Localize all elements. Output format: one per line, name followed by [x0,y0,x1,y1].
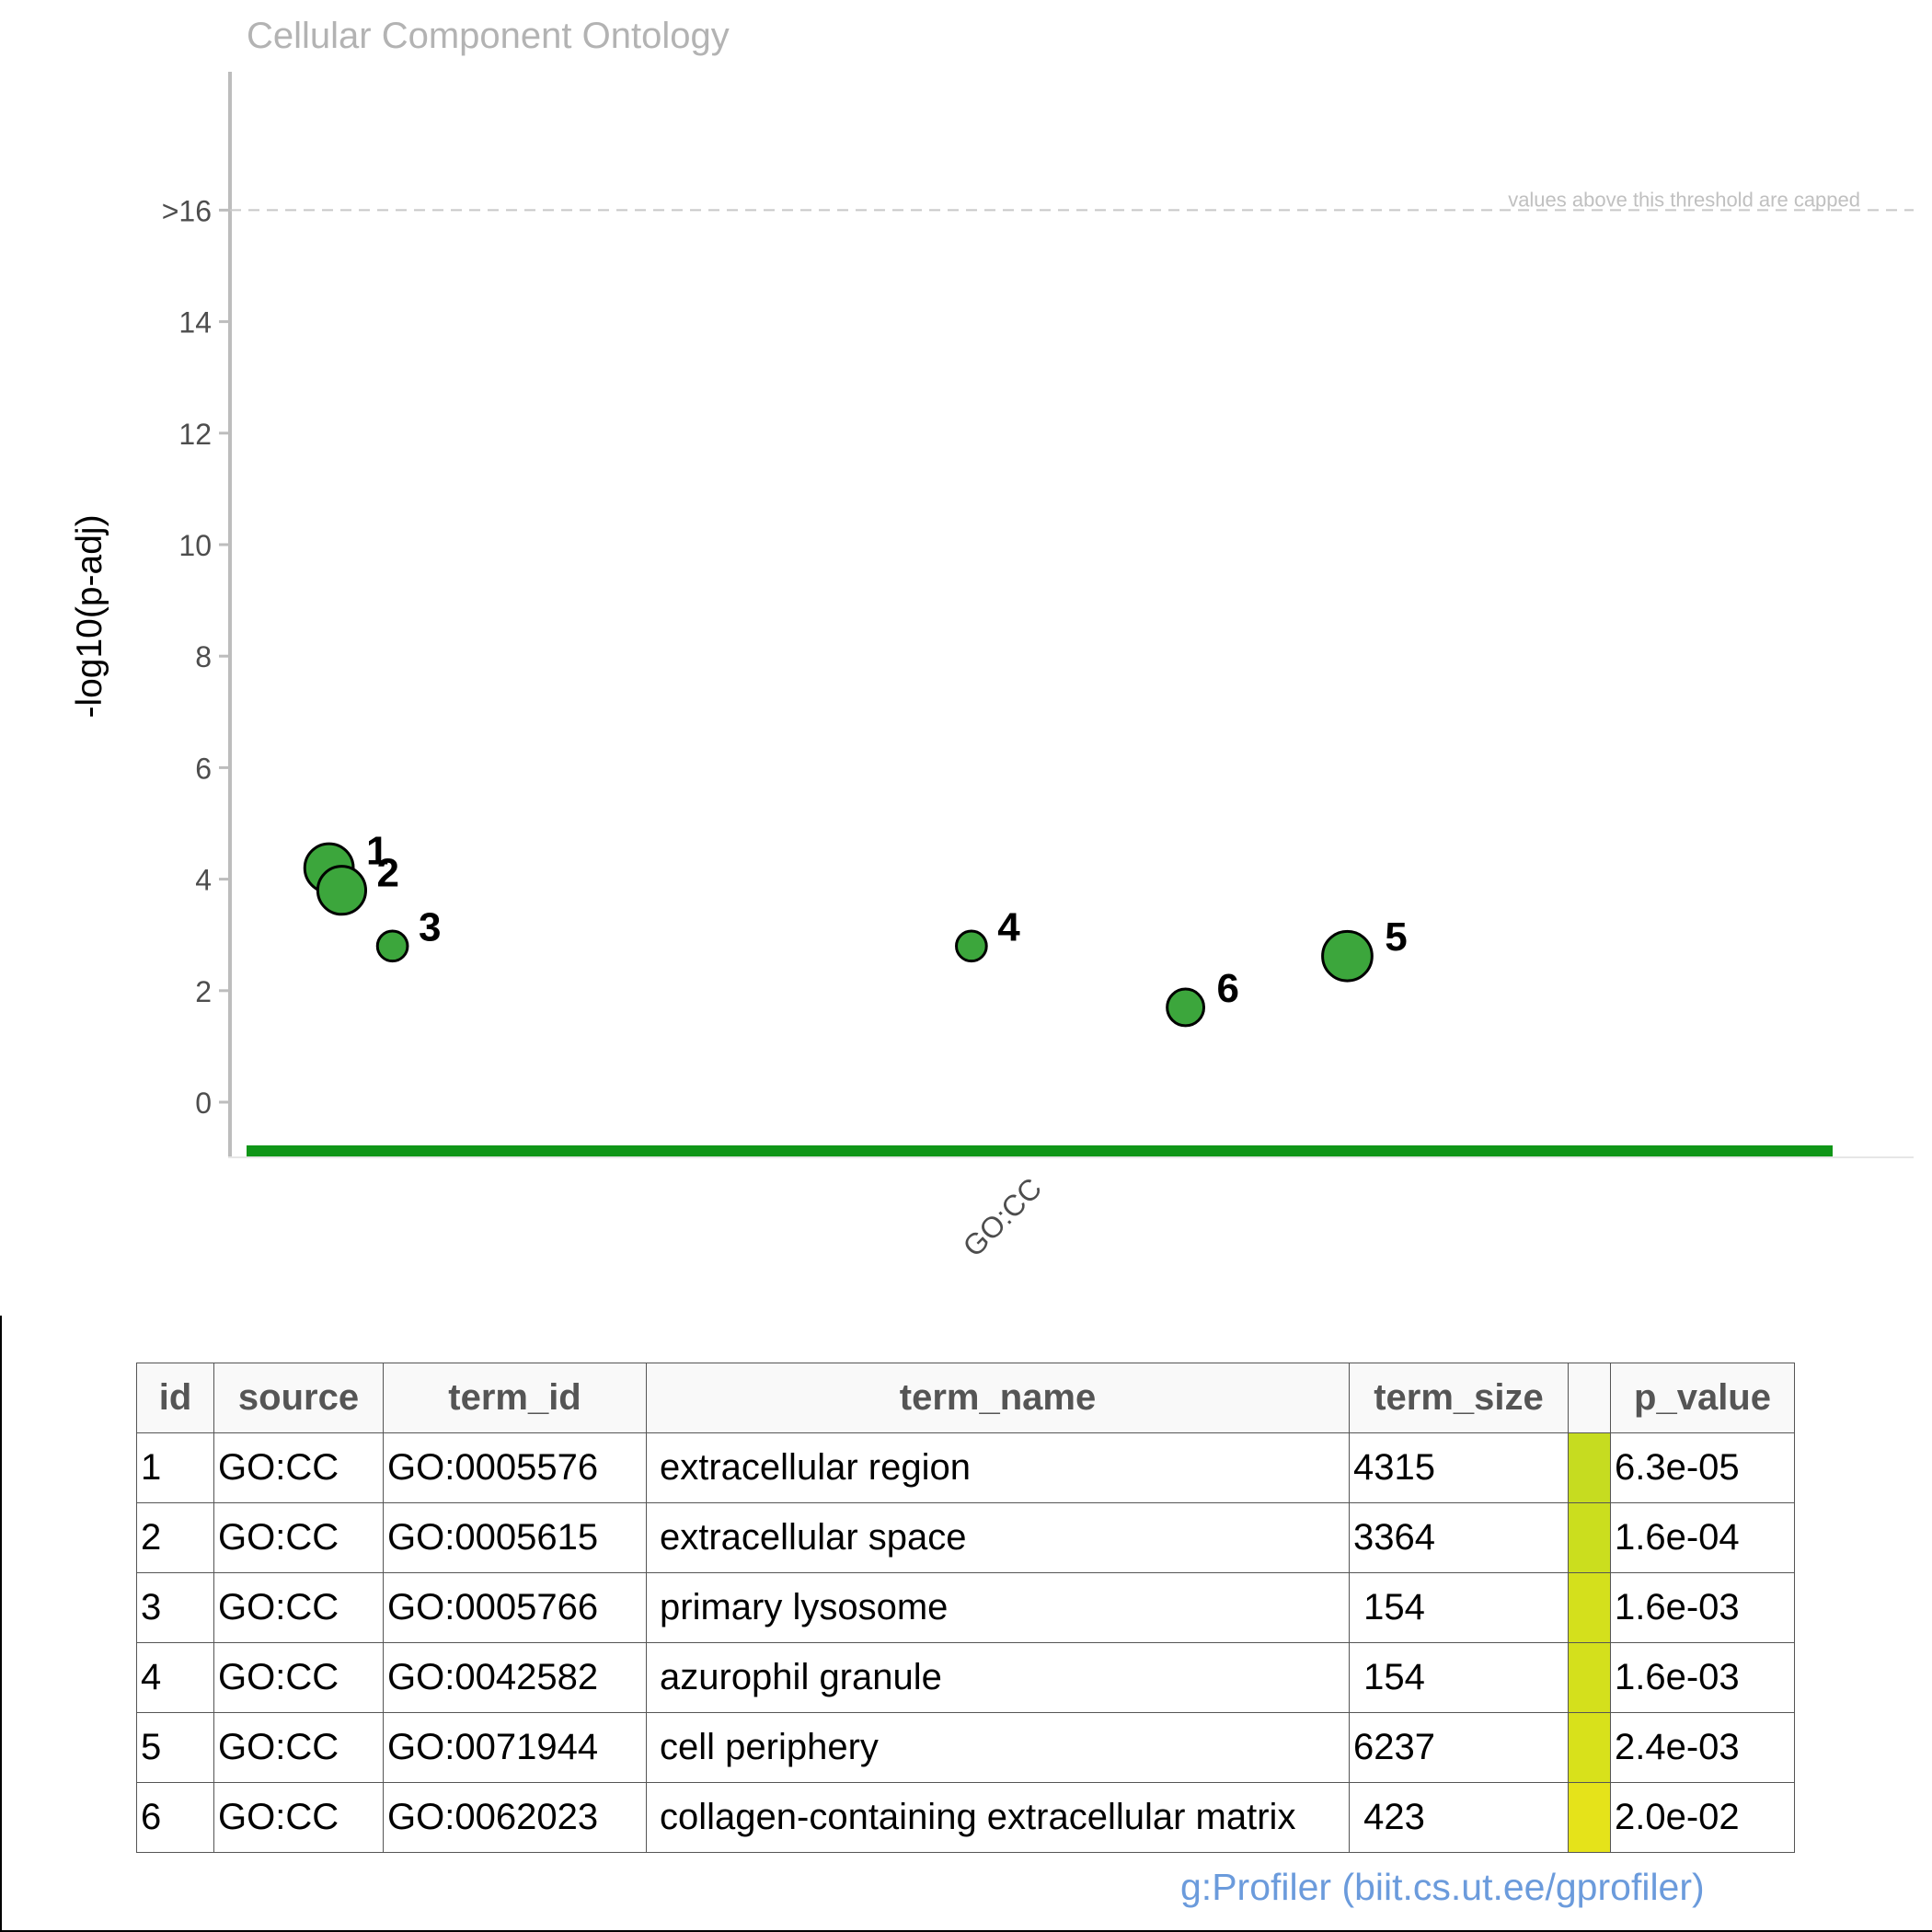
cell-pvalue-color [1568,1502,1611,1573]
cell-term-size: 4315 [1349,1432,1569,1503]
cell-term-id: GO:0005766 [383,1572,647,1643]
cell-term-id: GO:0062023 [383,1782,647,1853]
results-table: id source term_id term_name term_size p_… [136,1363,1795,1853]
data-point [1321,929,1374,983]
header-id: id [136,1363,214,1433]
data-point [375,929,409,963]
manhattan-chart: Cellular Component Ontology -log10(p-adj… [70,16,1914,1263]
cell-pvalue-color [1568,1782,1611,1853]
cell-id: 5 [136,1712,214,1783]
point-label: 1 [366,828,388,873]
y-tick-label: >16 [162,194,212,227]
chart-title: Cellular Component Ontology [247,16,730,56]
header-term-size: term_size [1349,1363,1569,1433]
cell-source: GO:CC [213,1432,384,1503]
point-label: 4 [997,904,1020,949]
table-header-row: id source term_id term_name term_size p_… [136,1363,1795,1433]
data-point [955,929,988,963]
cell-id: 6 [136,1782,214,1853]
point-label: 6 [1217,966,1239,1011]
cell-term-size: 6237 [1349,1712,1569,1783]
table-row: 1 GO:CC GO:0005576 extracellular region … [136,1432,1795,1503]
cell-source: GO:CC [213,1502,384,1573]
table-row: 4 GO:CC GO:0042582 azurophil granule 154… [136,1642,1795,1713]
cell-p-value: 1.6e-03 [1610,1642,1795,1713]
y-tick-label: 6 [195,752,212,785]
point-label: 2 [377,851,399,896]
y-tick-label: 14 [178,306,212,339]
cell-term-id: GO:0071944 [383,1712,647,1783]
cell-term-name: primary lysosome [646,1572,1350,1643]
cell-id: 4 [136,1642,214,1713]
y-tick-label: 2 [195,975,212,1008]
table-row: 6 GO:CC GO:0062023 collagen-containing e… [136,1782,1795,1853]
cell-p-value: 2.4e-03 [1610,1712,1795,1783]
table-row: 5 GO:CC GO:0071944 cell periphery 6237 2… [136,1712,1795,1783]
cell-p-value: 2.0e-02 [1610,1782,1795,1853]
header-term-id: term_id [383,1363,647,1433]
cell-source: GO:CC [213,1782,384,1853]
cell-pvalue-color [1568,1642,1611,1713]
cell-source: GO:CC [213,1712,384,1783]
cell-term-name: extracellular region [646,1432,1350,1503]
y-tick-label: 8 [195,640,212,673]
data-point [316,865,368,916]
gprofiler-credit: g:Profiler (biit.cs.ut.ee/gprofiler) [1180,1866,1705,1908]
cell-term-id: GO:0005576 [383,1432,647,1503]
cell-id: 2 [136,1502,214,1573]
cell-id: 3 [136,1572,214,1643]
cell-p-value: 1.6e-04 [1610,1502,1795,1573]
cell-term-name: collagen-containing extracellular matrix [646,1782,1350,1853]
cell-term-id: GO:0005615 [383,1502,647,1573]
table-row: 2 GO:CC GO:0005615 extracellular space 3… [136,1502,1795,1573]
data-point [1166,987,1206,1028]
y-axis-label: -log10(p-adj) [70,514,109,718]
point-label: 5 [1385,914,1407,960]
y-tick-label: 12 [178,418,212,451]
cell-term-name: extracellular space [646,1502,1350,1573]
header-source: source [213,1363,384,1433]
cell-source: GO:CC [213,1642,384,1713]
header-color [1568,1363,1611,1433]
cell-term-name: cell periphery [646,1712,1350,1783]
cell-term-size: 423 [1349,1782,1569,1853]
header-p-value: p_value [1610,1363,1795,1433]
x-category-label: GO:CC [956,1171,1048,1263]
table-row: 3 GO:CC GO:0005766 primary lysosome 154 … [136,1572,1795,1643]
cell-source: GO:CC [213,1572,384,1643]
cell-pvalue-color [1568,1432,1611,1503]
cell-pvalue-color [1568,1712,1611,1783]
cell-term-size: 3364 [1349,1502,1569,1573]
source-bar-go-cc [247,1145,1833,1156]
header-term-name: term_name [646,1363,1350,1433]
cell-term-size: 154 [1349,1642,1569,1713]
point-label: 3 [419,904,441,949]
cell-p-value: 1.6e-03 [1610,1572,1795,1643]
y-tick-label: 10 [178,529,212,562]
cell-pvalue-color [1568,1572,1611,1643]
y-tick-label: 4 [195,864,212,897]
cell-term-size: 154 [1349,1572,1569,1643]
threshold-label: values above this threshold are capped [1508,188,1860,211]
y-tick-label: 0 [195,1087,212,1120]
cell-term-id: GO:0042582 [383,1642,647,1713]
cell-p-value: 6.3e-05 [1610,1432,1795,1503]
cell-id: 1 [136,1432,214,1503]
cell-term-name: azurophil granule [646,1642,1350,1713]
table-frame [0,1316,1932,1932]
